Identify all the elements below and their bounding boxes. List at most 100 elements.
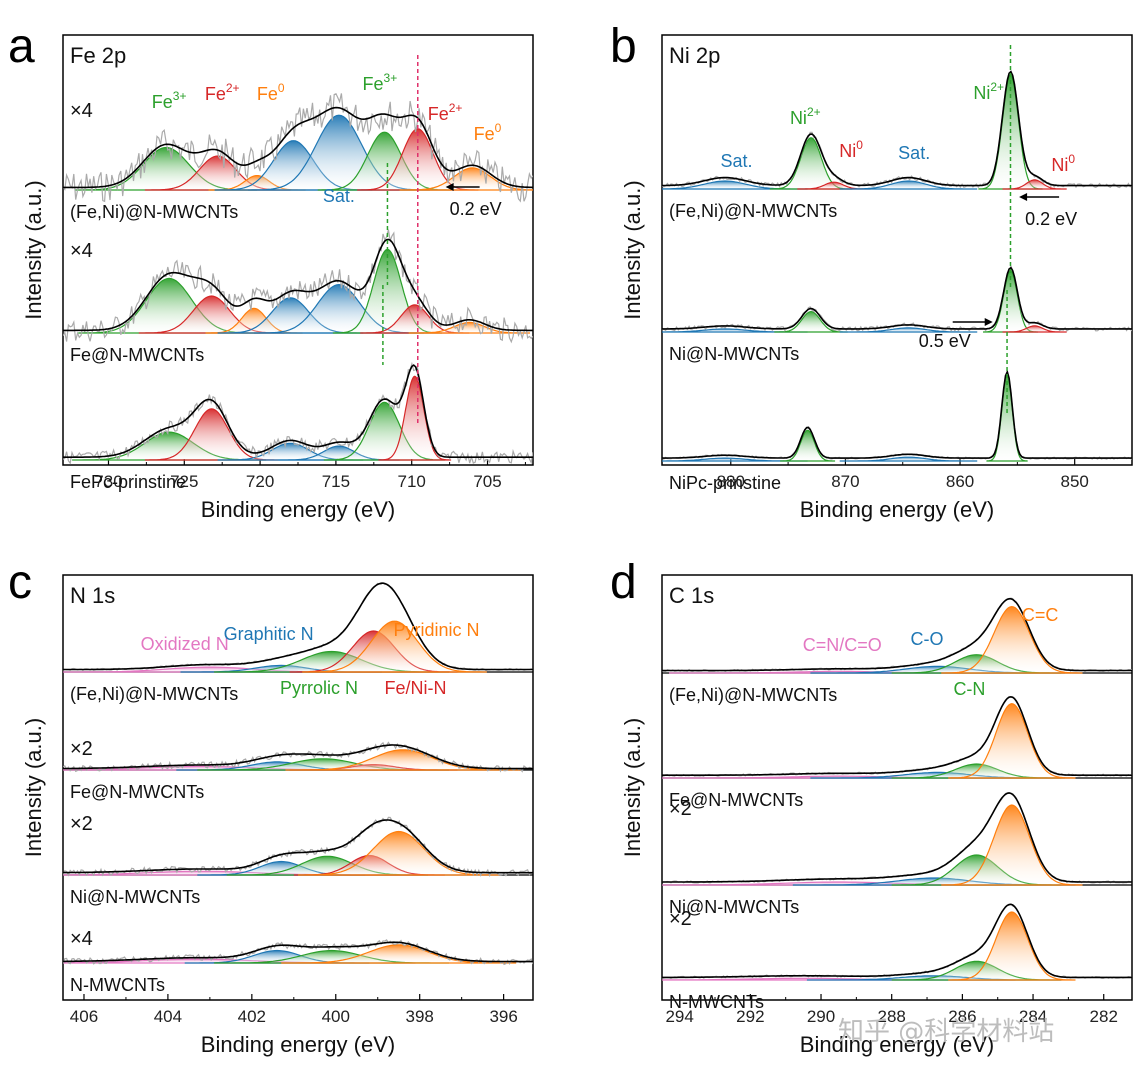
spectrum [63, 741, 533, 773]
peak-label: C-N [953, 679, 985, 699]
raw-data-line [662, 264, 1132, 332]
fit-peak [302, 620, 487, 673]
peak-label: Ni0 [839, 138, 863, 161]
peak-label: Fe/Ni-N [385, 678, 447, 698]
y-axis-title: Intensity (a.u.) [21, 718, 46, 857]
peak-label: Fe0 [474, 121, 502, 144]
sample-label: NiPc-prinstine [669, 473, 781, 493]
spectrum [662, 695, 1132, 779]
x-tick-label: 725 [170, 472, 198, 491]
multiplier-label: ×2 [669, 798, 692, 820]
fit-envelope-line [662, 369, 1132, 459]
sample-label: Fe@N-MWCNTs [669, 790, 803, 810]
x-tick-label: 400 [322, 1007, 350, 1026]
spectrum [63, 582, 533, 673]
plot-frame [62, 574, 534, 1001]
fit-peak [378, 375, 452, 461]
sample-label: FePc-prinstine [70, 472, 186, 492]
fit-envelope-line [63, 582, 533, 671]
fit-peak [839, 327, 978, 333]
sample-label: (Fe,Ni)@N-MWCNTs [70, 684, 238, 704]
x-tick-label: 288 [878, 1007, 906, 1026]
core-level-label: Fe 2p [70, 43, 126, 68]
fit-peak [948, 911, 1076, 981]
multiplier-label: ×4 [70, 928, 93, 950]
fit-envelope-line [63, 106, 533, 189]
fit-peak [1002, 325, 1067, 333]
fit-envelope-line [63, 744, 533, 770]
peak-label: C-O [911, 629, 944, 649]
x-tick-label: 404 [154, 1007, 182, 1026]
peak-label: Sat. [720, 151, 752, 171]
peak-label: Ni0 [1051, 152, 1075, 175]
panel-b: b Ni 2p 880 870 860 850 Binding energy (eV) Int… [610, 20, 1133, 522]
raw-data-line [662, 695, 1132, 777]
peak-label: Fe2+ [205, 81, 240, 104]
peak-label: Sat. [898, 143, 930, 163]
y-axis-title: Intensity (a.u.) [620, 718, 645, 857]
panel-letter: a [8, 20, 35, 73]
peak-label: Pyridinic N [393, 620, 479, 640]
fit-envelope-line [662, 695, 1132, 776]
multiplier-label: ×2 [70, 813, 93, 835]
x-tick-label: 715 [322, 472, 350, 491]
sample-label: N-MWCNTs [70, 975, 165, 995]
peak-label: Sat. [323, 186, 355, 206]
panel-letter: c [8, 556, 32, 609]
shift-label: 0.2 eV [450, 199, 502, 219]
x-axis-title: Binding energy (eV) [800, 497, 994, 522]
raw-data-line [662, 370, 1132, 460]
peak-label: Fe3+ [152, 89, 187, 112]
x-axis-title: Binding energy (eV) [800, 1032, 994, 1057]
fit-peak [941, 605, 1083, 674]
peak-label: Oxidized N [141, 634, 229, 654]
sample-label: N-MWCNTs [669, 992, 764, 1012]
shift-label: 0.5 eV [919, 331, 971, 351]
spectrum [63, 229, 533, 344]
x-tick-label: 860 [946, 472, 974, 491]
x-tick-label: 286 [948, 1007, 976, 1026]
fit-peak [780, 429, 836, 462]
fit-peak [839, 456, 978, 462]
peak-label: Ni2+ [973, 80, 1004, 103]
x-tick-label: 402 [238, 1007, 266, 1026]
plot-frame [62, 34, 534, 466]
panel-c: c N 1s 406 404 402 400 398 396 Binding energy (e… [8, 556, 534, 1057]
spectrum [662, 597, 1132, 674]
fit-envelope-line [63, 819, 533, 874]
fit-peak [986, 373, 1028, 462]
watermark-text: 知乎 @科学材料站 [838, 1017, 1054, 1047]
spectrum [63, 93, 533, 203]
x-axis-title: Binding energy (eV) [201, 1032, 395, 1057]
sample-label: Fe@N-MWCNTs [70, 345, 204, 365]
panel-letter: d [610, 556, 637, 609]
plot-frame [661, 574, 1133, 1001]
multiplier-label: ×2 [669, 908, 692, 930]
shift-arrowhead [1019, 193, 1028, 201]
plot-frame [661, 34, 1133, 466]
core-level-label: Ni 2p [669, 43, 720, 68]
fit-envelope-line [662, 792, 1132, 883]
x-tick-label: 396 [489, 1007, 517, 1026]
fit-envelope-line [63, 238, 533, 332]
fit-peak [298, 830, 500, 876]
fit-peak [1002, 179, 1067, 190]
x-tick-label: 282 [1090, 1007, 1118, 1026]
panel-a: a Fe 2p 730 725 720 715 710 705 Binding energy (… [8, 20, 534, 522]
fit-peak [941, 804, 1083, 886]
x-tick-label: 406 [70, 1007, 98, 1026]
sample-label: (Fe,Ni)@N-MWCNTs [669, 201, 837, 221]
peak-label: Fe2+ [428, 101, 463, 124]
peak-label: Ni2+ [790, 105, 821, 128]
spectrum [63, 816, 533, 878]
sample-label: (Fe,Ni)@N-MWCNTs [70, 202, 238, 222]
spectrum [63, 361, 533, 465]
x-tick-label: 398 [406, 1007, 434, 1026]
peak-label: C=C [1022, 605, 1059, 625]
multiplier-label: ×2 [70, 738, 93, 760]
fit-envelope-line [662, 70, 1132, 187]
multiplier-label: ×4 [70, 240, 93, 262]
raw-data-line [662, 597, 1132, 673]
sample-label: Fe@N-MWCNTs [70, 782, 204, 802]
